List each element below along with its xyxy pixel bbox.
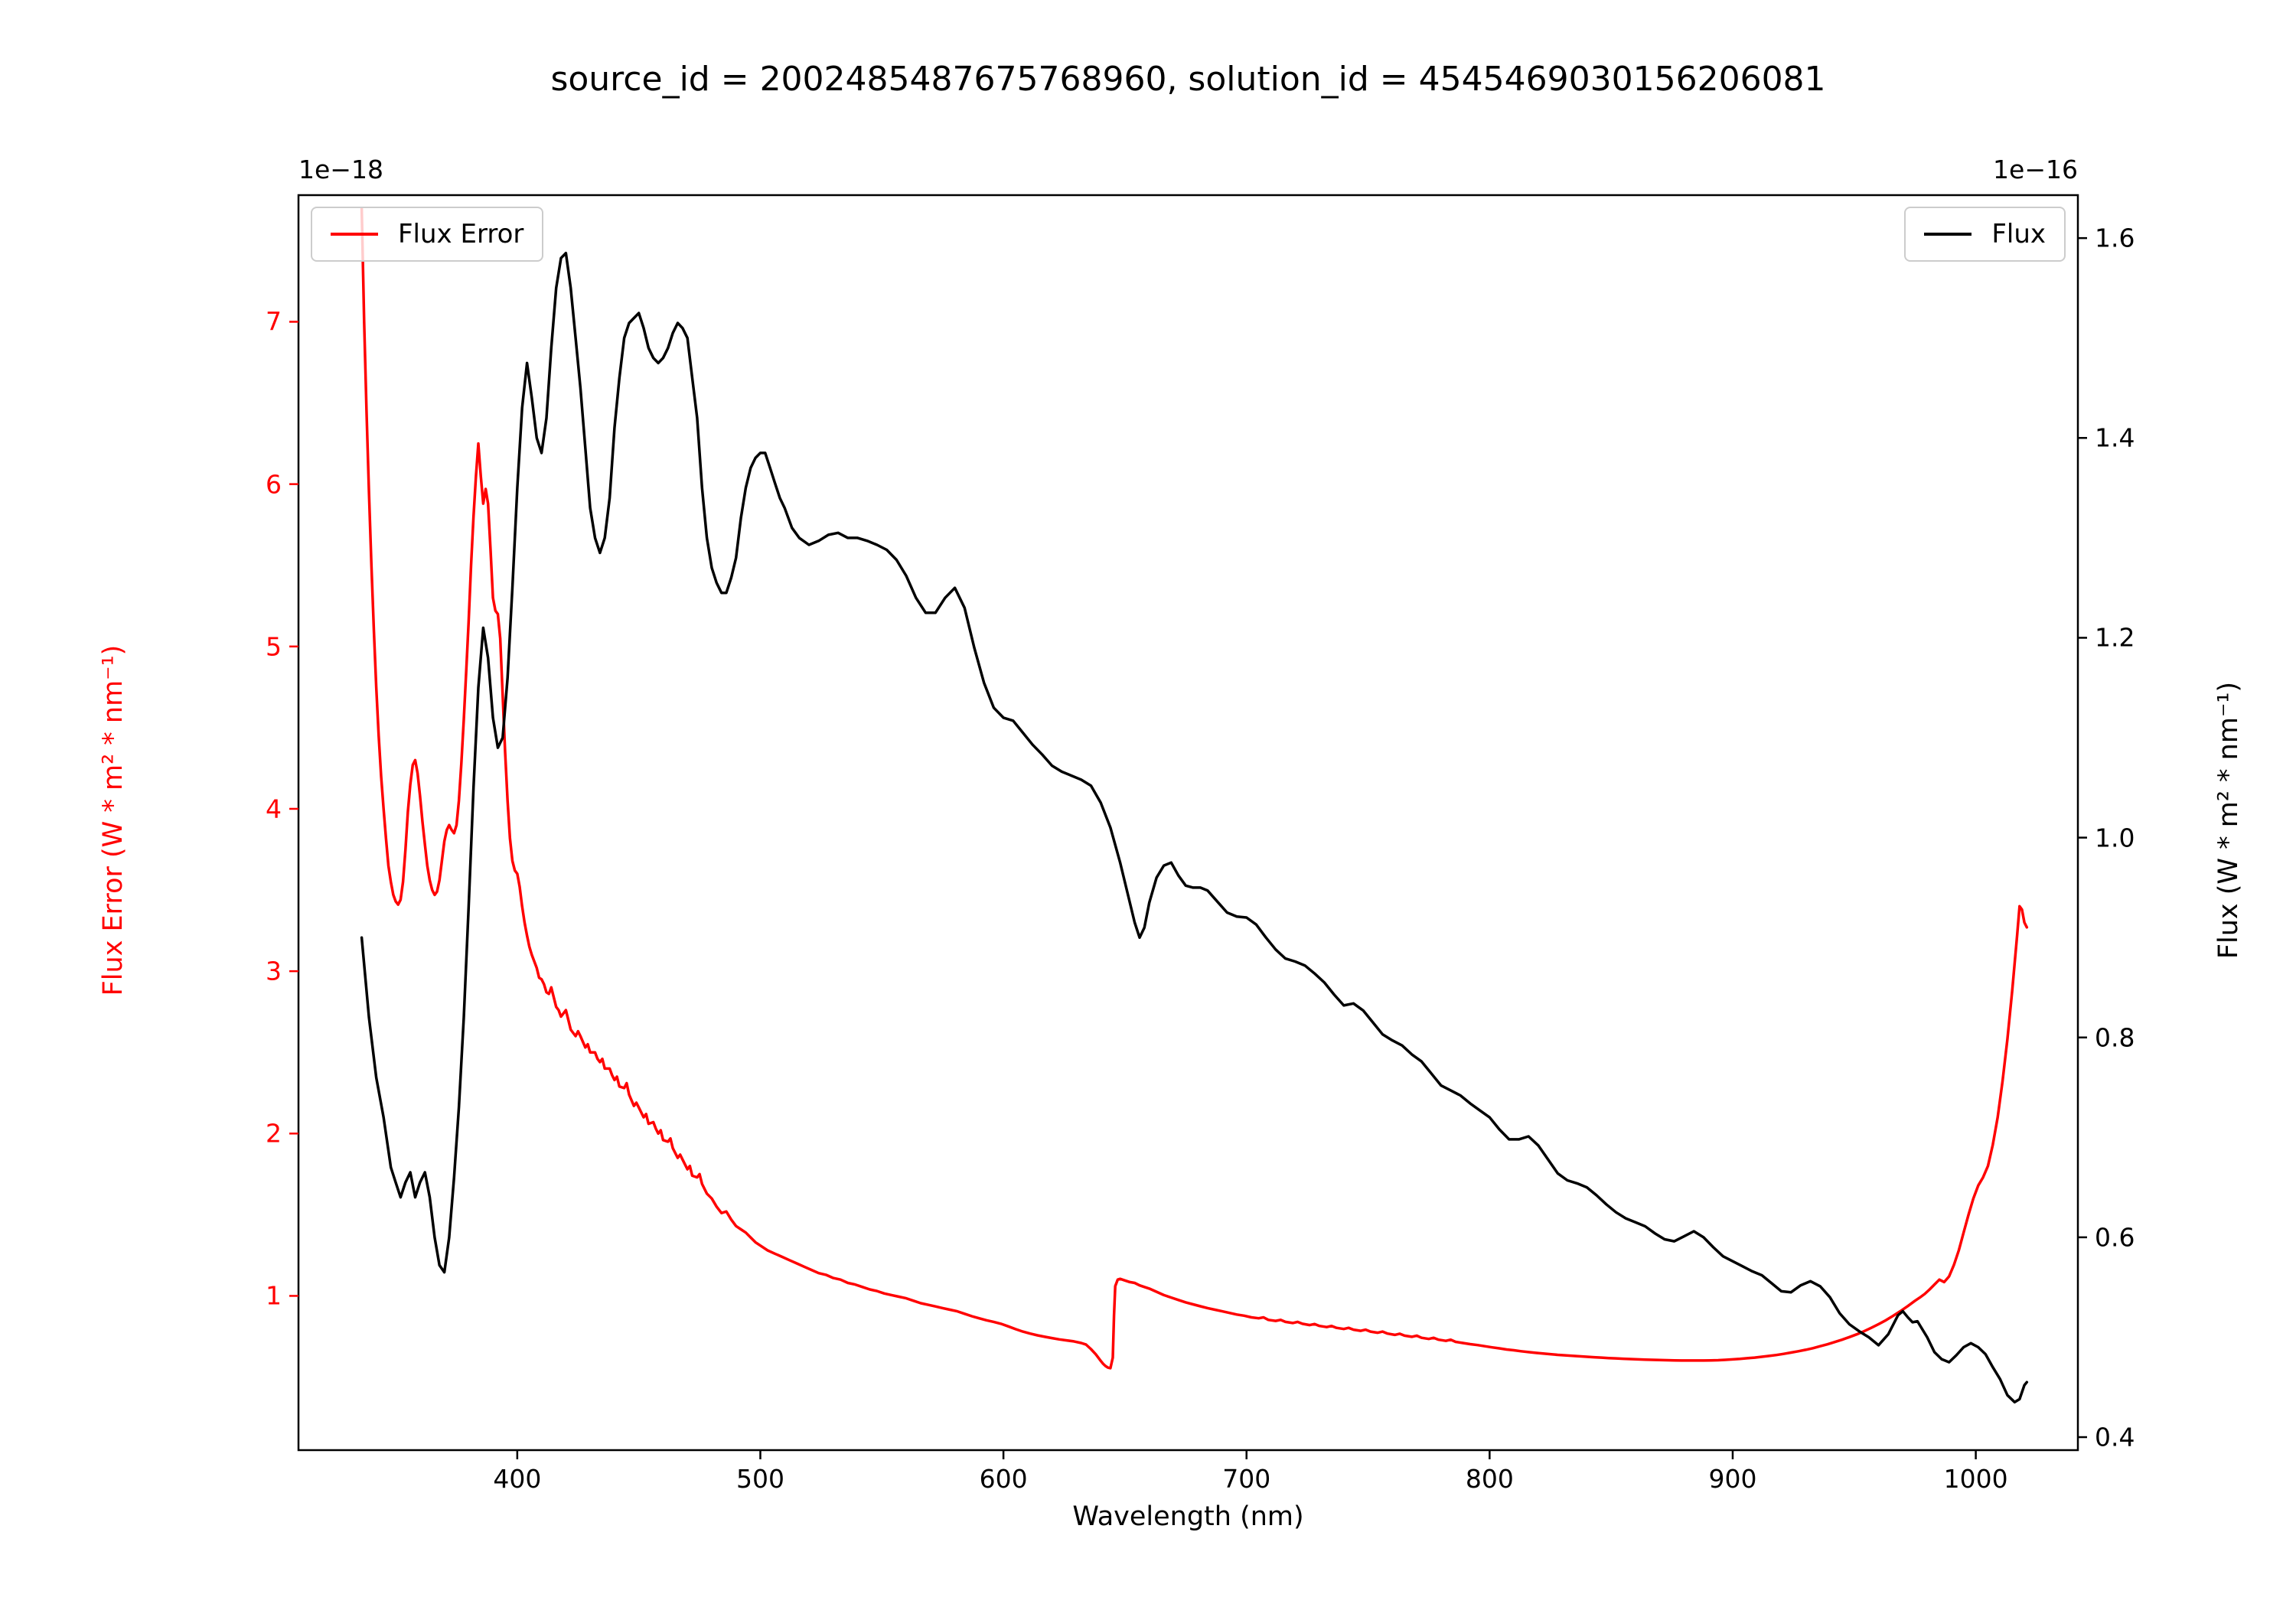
left-y-tick-label: 7 [266,306,282,337]
x-tick-label: 1000 [1943,1464,2008,1494]
legend-flux: Flux [1904,207,2066,262]
legend-label-flux-error: Flux Error [398,219,524,249]
left-y-tick-label: 4 [266,794,282,824]
right-y-tick-label: 1.6 [2095,223,2135,253]
x-axis-label: Wavelength (nm) [1072,1501,1304,1532]
right-y-tick-label: 1.4 [2095,422,2135,453]
left-y-tick-label: 1 [266,1280,282,1311]
x-tick-label: 400 [493,1464,542,1494]
right-axis-label: Flux (W * m² * nm⁻¹) [2213,681,2244,960]
left-axis-label: Flux Error (W * m² * nm⁻¹) [98,644,129,996]
left-y-tick-label: 6 [266,469,282,500]
x-tick-label: 800 [1465,1464,1514,1494]
x-tick-label: 700 [1222,1464,1271,1494]
right-y-tick-label: 1.2 [2095,622,2135,653]
right-y-tick-label: 0.4 [2095,1422,2135,1452]
flux-error-line [360,207,2029,1370]
left-y-tick-label: 2 [266,1118,282,1149]
x-tick-label: 600 [979,1464,1028,1494]
left-axis-offset-text: 1e−18 [298,155,383,184]
right-y-tick-label: 0.8 [2095,1022,2135,1053]
right-axis-offset-text: 1e−16 [1993,155,2078,184]
left-y-tick-label: 3 [266,956,282,986]
legend-label-flux: Flux [1991,219,2046,249]
chart-title: source_id = 2002485487675768960, solutio… [550,60,1826,99]
axes-frame [297,194,2079,1452]
legend-flux-error: Flux Error [311,207,544,262]
left-y-tick-label: 5 [266,631,282,662]
right-y-tick-label: 1.0 [2095,823,2135,853]
x-tick-label: 500 [735,1464,784,1494]
x-tick-label: 900 [1708,1464,1757,1494]
flux-line-sample [1924,233,1972,236]
flux-line [360,251,2029,1404]
right-y-tick-label: 0.6 [2095,1222,2135,1253]
flux-error-line-sample [331,233,378,236]
